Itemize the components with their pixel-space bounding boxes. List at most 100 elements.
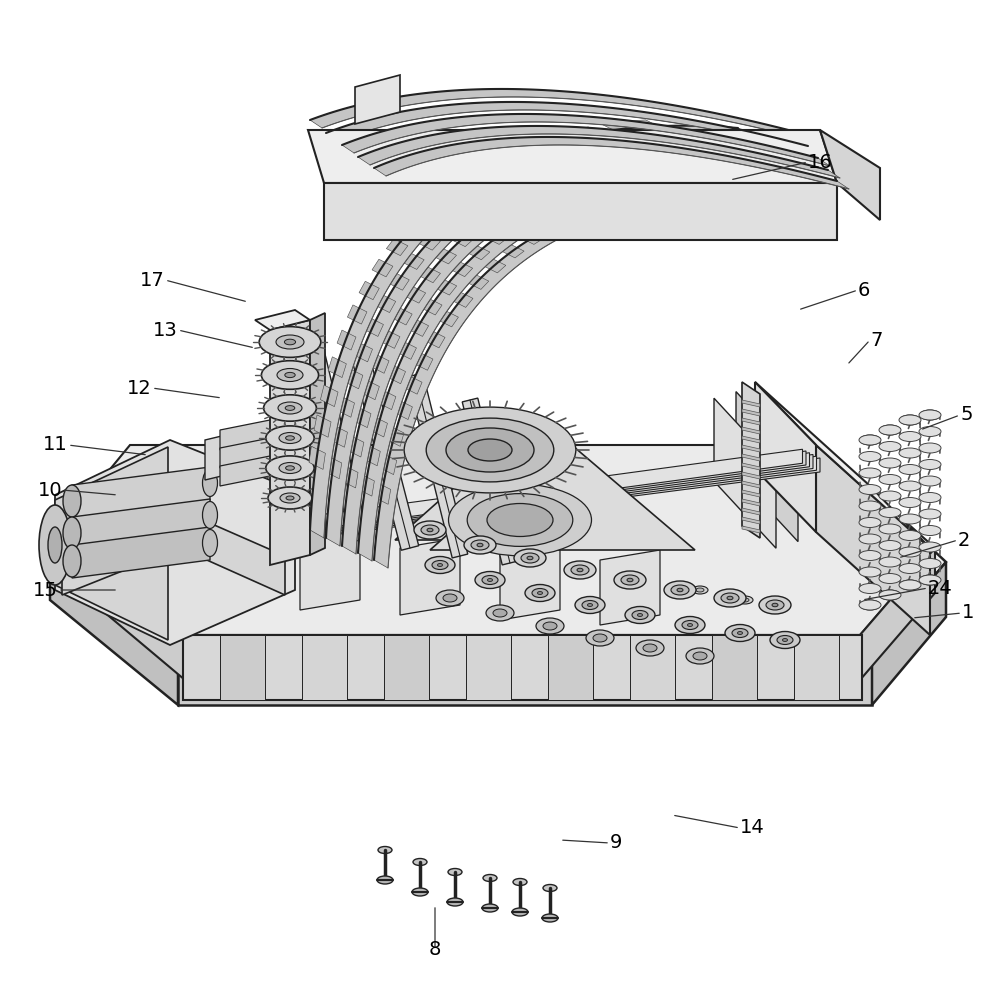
Polygon shape: [569, 187, 593, 198]
Polygon shape: [417, 234, 440, 250]
Polygon shape: [561, 210, 585, 222]
Polygon shape: [342, 159, 775, 554]
Polygon shape: [472, 188, 496, 202]
Polygon shape: [742, 463, 759, 470]
Ellipse shape: [412, 888, 427, 896]
Polygon shape: [361, 380, 379, 400]
Ellipse shape: [577, 568, 582, 572]
Ellipse shape: [635, 640, 663, 656]
Polygon shape: [347, 305, 367, 324]
Polygon shape: [429, 435, 694, 550]
Polygon shape: [742, 445, 759, 452]
Polygon shape: [314, 415, 331, 437]
Polygon shape: [629, 635, 674, 700]
Polygon shape: [342, 114, 829, 166]
Polygon shape: [375, 294, 396, 313]
Polygon shape: [644, 137, 672, 145]
Polygon shape: [300, 530, 360, 610]
Polygon shape: [583, 202, 608, 213]
Ellipse shape: [492, 609, 507, 617]
Ellipse shape: [878, 425, 901, 435]
Ellipse shape: [435, 590, 463, 606]
Polygon shape: [871, 562, 945, 705]
Polygon shape: [657, 187, 685, 195]
Ellipse shape: [581, 600, 597, 609]
Ellipse shape: [463, 536, 495, 554]
Polygon shape: [657, 153, 686, 161]
Ellipse shape: [277, 402, 302, 414]
Ellipse shape: [674, 616, 705, 634]
Ellipse shape: [448, 484, 590, 556]
Ellipse shape: [918, 410, 940, 420]
Polygon shape: [72, 467, 210, 518]
Ellipse shape: [919, 575, 939, 585]
Ellipse shape: [470, 540, 488, 550]
Ellipse shape: [642, 644, 656, 652]
Ellipse shape: [447, 868, 461, 876]
Polygon shape: [757, 385, 819, 535]
Ellipse shape: [413, 858, 426, 865]
Polygon shape: [380, 330, 400, 348]
Polygon shape: [742, 490, 759, 497]
Polygon shape: [434, 248, 456, 264]
Ellipse shape: [542, 914, 558, 922]
Polygon shape: [220, 433, 294, 468]
Polygon shape: [601, 123, 629, 132]
Ellipse shape: [467, 439, 512, 461]
Polygon shape: [588, 144, 615, 153]
Polygon shape: [488, 203, 512, 217]
Text: 2: 2: [957, 530, 969, 550]
Ellipse shape: [727, 596, 733, 600]
Polygon shape: [504, 217, 528, 231]
Ellipse shape: [446, 898, 462, 906]
Polygon shape: [712, 635, 756, 700]
Ellipse shape: [769, 632, 799, 648]
Polygon shape: [400, 538, 459, 615]
Ellipse shape: [676, 588, 682, 592]
Ellipse shape: [276, 368, 303, 381]
Polygon shape: [370, 416, 387, 437]
Ellipse shape: [899, 448, 920, 458]
Polygon shape: [629, 156, 657, 165]
Ellipse shape: [48, 527, 62, 563]
Ellipse shape: [192, 621, 208, 629]
Text: 16: 16: [807, 153, 832, 172]
Polygon shape: [606, 196, 633, 206]
Ellipse shape: [878, 491, 901, 501]
Polygon shape: [178, 650, 871, 705]
Ellipse shape: [481, 904, 498, 912]
Polygon shape: [466, 274, 488, 289]
Ellipse shape: [858, 600, 880, 610]
Ellipse shape: [692, 652, 707, 660]
Ellipse shape: [275, 335, 304, 349]
Ellipse shape: [858, 452, 880, 462]
Ellipse shape: [878, 590, 901, 600]
Ellipse shape: [284, 372, 295, 378]
Polygon shape: [227, 451, 805, 543]
Text: 6: 6: [857, 280, 870, 300]
Polygon shape: [60, 530, 185, 680]
Polygon shape: [326, 143, 763, 546]
Polygon shape: [485, 230, 508, 244]
Ellipse shape: [918, 509, 940, 519]
Ellipse shape: [426, 528, 432, 532]
Text: 12: 12: [127, 378, 152, 397]
Polygon shape: [353, 342, 372, 362]
Ellipse shape: [284, 339, 295, 345]
Ellipse shape: [737, 596, 752, 604]
Polygon shape: [500, 150, 525, 162]
Polygon shape: [434, 217, 457, 232]
Ellipse shape: [285, 406, 294, 410]
Polygon shape: [185, 635, 859, 680]
Polygon shape: [55, 440, 294, 645]
Ellipse shape: [404, 407, 576, 493]
Polygon shape: [462, 398, 517, 565]
Polygon shape: [337, 396, 354, 417]
Polygon shape: [742, 382, 759, 538]
Ellipse shape: [878, 574, 901, 584]
Polygon shape: [578, 165, 603, 176]
Polygon shape: [220, 635, 264, 700]
Ellipse shape: [878, 540, 901, 550]
Polygon shape: [575, 127, 601, 137]
Polygon shape: [324, 183, 836, 240]
